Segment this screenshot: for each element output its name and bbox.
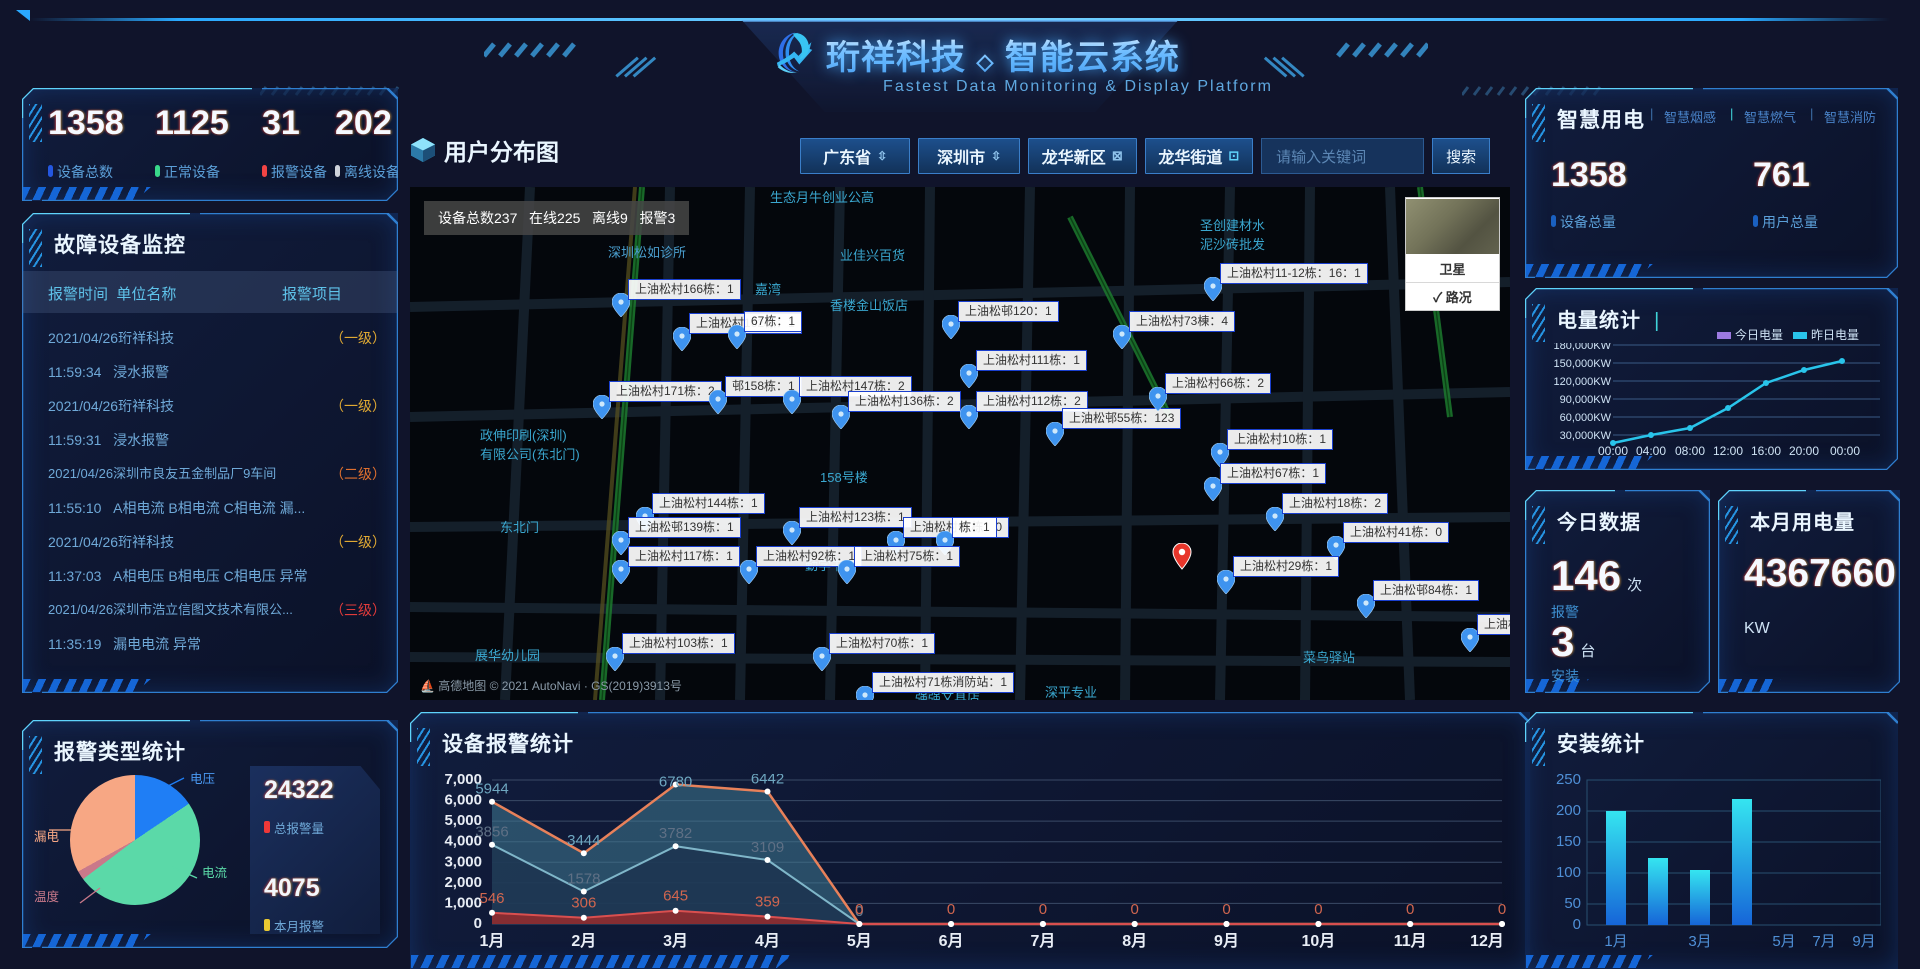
svg-text:180,000KW: 180,000KW — [1554, 343, 1612, 352]
svg-text:16:00: 16:00 — [1751, 444, 1781, 458]
svg-text:5944: 5944 — [475, 781, 508, 798]
svg-text:3782: 3782 — [659, 825, 692, 842]
svg-text:04:00: 04:00 — [1636, 444, 1666, 458]
svg-text:30,000KW: 30,000KW — [1560, 430, 1612, 442]
svg-text:0: 0 — [1573, 916, 1581, 933]
svg-text:00:00: 00:00 — [1830, 444, 1860, 458]
svg-text:08:00: 08:00 — [1675, 444, 1705, 458]
svg-text:306: 306 — [571, 895, 596, 912]
svg-text:3444: 3444 — [567, 832, 600, 849]
svg-text:0: 0 — [1406, 901, 1414, 918]
svg-text:11月: 11月 — [1394, 932, 1427, 950]
svg-text:250: 250 — [1556, 771, 1581, 788]
svg-text:2月: 2月 — [571, 932, 596, 950]
svg-text:6月: 6月 — [939, 932, 964, 950]
svg-text:645: 645 — [663, 888, 688, 905]
svg-text:10月: 10月 — [1301, 932, 1335, 950]
svg-text:200: 200 — [1556, 802, 1581, 819]
svg-text:100: 100 — [1556, 864, 1581, 881]
svg-text:120,000KW: 120,000KW — [1554, 376, 1612, 388]
svg-text:0: 0 — [1498, 901, 1506, 918]
svg-text:5月: 5月 — [847, 932, 872, 950]
svg-text:9月: 9月 — [1852, 933, 1875, 950]
svg-text:90,000KW: 90,000KW — [1560, 394, 1612, 406]
svg-text:60,000KW: 60,000KW — [1560, 412, 1612, 424]
svg-text:3月: 3月 — [663, 932, 688, 950]
svg-text:3月: 3月 — [1688, 933, 1711, 950]
svg-text:0: 0 — [855, 901, 863, 918]
svg-text:5月: 5月 — [1772, 933, 1795, 950]
svg-text:0: 0 — [947, 901, 955, 918]
svg-text:0: 0 — [1131, 901, 1139, 918]
svg-text:00:00: 00:00 — [1598, 444, 1628, 458]
svg-text:359: 359 — [755, 894, 780, 911]
svg-text:8月: 8月 — [1122, 932, 1147, 950]
svg-text:50: 50 — [1564, 895, 1581, 912]
svg-text:6780: 6780 — [659, 774, 692, 791]
svg-text:3109: 3109 — [751, 839, 784, 856]
svg-text:1月: 1月 — [480, 932, 505, 950]
svg-text:12:00: 12:00 — [1713, 444, 1743, 458]
svg-text:0: 0 — [1039, 901, 1047, 918]
svg-text:7月: 7月 — [1030, 932, 1055, 950]
svg-text:1月: 1月 — [1604, 933, 1627, 950]
svg-text:12月: 12月 — [1470, 932, 1504, 950]
svg-text:6442: 6442 — [751, 774, 784, 788]
svg-text:546: 546 — [479, 890, 504, 907]
svg-text:0: 0 — [474, 915, 482, 932]
svg-text:7月: 7月 — [1812, 933, 1835, 950]
svg-text:150,000KW: 150,000KW — [1554, 358, 1612, 370]
svg-text:150: 150 — [1556, 833, 1581, 850]
svg-text:1,000: 1,000 — [444, 894, 482, 911]
svg-text:3856: 3856 — [475, 824, 508, 841]
svg-text:3,000: 3,000 — [444, 853, 482, 870]
svg-text:9月: 9月 — [1214, 932, 1239, 950]
svg-text:0: 0 — [1222, 901, 1230, 918]
svg-text:20:00: 20:00 — [1789, 444, 1819, 458]
svg-text:2,000: 2,000 — [444, 874, 482, 891]
svg-text:0: 0 — [1314, 901, 1322, 918]
svg-text:4月: 4月 — [755, 932, 780, 950]
svg-text:1578: 1578 — [567, 871, 600, 888]
